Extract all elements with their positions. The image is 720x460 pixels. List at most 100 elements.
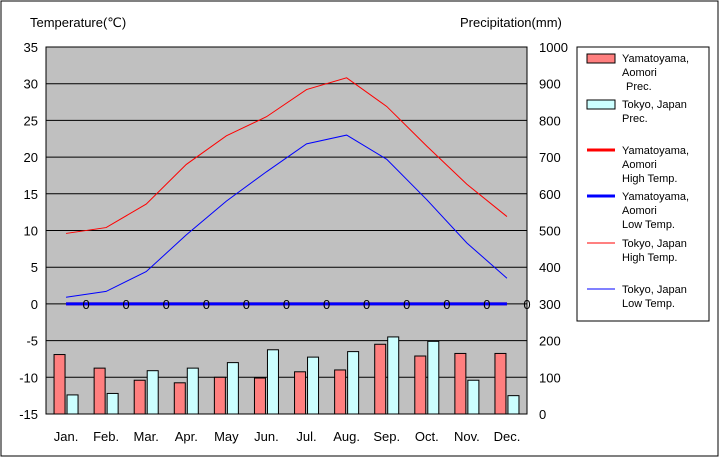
y-tick-right: 300 [539,297,561,312]
precip-bar [146,370,159,415]
x-tick: Feb. [93,429,119,444]
point-labels: 0 0 0 0 0 0 0 0 0 0 0 0 [82,297,530,312]
precip-bar [307,356,320,415]
y-tick-left: 35 [24,40,38,55]
y-tick-left: -5 [26,334,38,349]
y-tick-left: -10 [19,370,38,385]
legend-label: Tokyo, Japan [622,238,687,250]
legend-label: Aomori [622,205,657,217]
precip-bar [106,392,119,415]
legend-label: High Temp. [622,252,677,264]
precip-bar [294,371,307,415]
precip-bar [186,367,199,415]
point-label: 0 [163,297,170,312]
precip-bar [507,395,520,415]
precip-bar [387,336,400,415]
x-tick: Aug. [333,429,360,444]
x-tick: Nov. [454,429,480,444]
y-tick-left: -15 [19,407,38,422]
point-label: 0 [203,297,210,312]
y-tick-right: 200 [539,334,561,349]
precip-bar [53,354,66,415]
point-label: 0 [443,297,450,312]
precip-bar [213,376,226,415]
legend-label: Yamatoyama, [622,145,689,157]
left-axis-title: Temperature(℃) [30,15,126,30]
x-axis-ticks: Jan. Feb. Mar. Apr. May Jun. Jul. Aug. Sep. Oct. N… [54,429,521,444]
y-tick-left: 20 [24,150,38,165]
legend-label: Yamatoyama, [622,191,689,203]
point-label: 0 [363,297,370,312]
legend-label: Prec. [626,81,652,93]
legend-label: Low Temp. [622,298,675,310]
legend-swatch [586,99,616,110]
temp-line [65,77,508,234]
point-label: 0 [243,297,250,312]
temp-line [65,134,508,298]
y-tick-left: 15 [24,187,38,202]
point-label: 0 [323,297,330,312]
precip-bar [93,367,106,415]
x-tick: May [214,429,239,444]
legend-label: High Temp. [622,173,677,185]
x-tick: Mar. [134,429,159,444]
y-tick-left: 25 [24,113,38,128]
precip-bar [494,352,507,415]
y-tick-right: 600 [539,187,561,202]
point-label: 0 [82,297,89,312]
right-axis-title: Precipitation(mm) [460,15,562,30]
precip-bar [133,379,146,415]
point-label: 0 [403,297,410,312]
gridlines [46,83,527,378]
precip-bar [347,351,360,415]
legend-label: Tokyo, Japan [622,284,687,296]
precip-bar [226,362,239,415]
legend-box [576,46,710,322]
x-tick: Jun. [254,429,279,444]
left-axis-ticks: 35 30 25 20 15 10 5 0 -5 -10 -15 [19,40,38,422]
x-tick: Jul. [296,429,316,444]
y-tick-left: 0 [31,297,38,312]
y-tick-right: 700 [539,150,561,165]
x-tick: Dec. [494,429,521,444]
legend-label: Prec. [622,113,648,125]
legend: Yamatoyama, Aomori Prec. Tokyo, Japan Prec. Y… [586,53,689,310]
legend-label: Low Temp. [622,219,675,231]
y-tick-right: 100 [539,370,561,385]
precip-bar [253,377,266,415]
precipitation-bars [53,336,520,415]
precip-bar [66,394,79,415]
point-label: 0 [283,297,290,312]
point-label: 0 [523,297,530,312]
y-tick-right: 0 [539,407,546,422]
precip-bar [334,369,347,415]
temperature-lines [65,77,508,306]
y-tick-left: 10 [24,224,38,239]
legend-label: Tokyo, Japan [622,99,687,111]
x-tick: Apr. [175,429,198,444]
y-tick-right: 1000 [539,40,568,55]
point-label: 0 [483,297,490,312]
x-tick: Oct. [415,429,439,444]
y-tick-left: 5 [31,260,38,275]
y-tick-right: 500 [539,224,561,239]
legend-label: Yamatoyama, [622,53,689,65]
precip-bar [266,349,279,415]
precip-bar [414,355,427,415]
y-tick-right: 900 [539,77,561,92]
x-tick: Jan. [54,429,79,444]
y-tick-right: 800 [539,113,561,128]
x-tick: Sep. [373,429,400,444]
legend-label: Aomori [622,159,657,171]
precip-bar [454,352,467,415]
y-tick-right: 400 [539,260,561,275]
legend-swatch [586,53,616,64]
precip-bar [173,382,186,415]
legend-label: Aomori [622,67,657,79]
precip-bar [427,340,440,415]
precip-bar [467,379,480,415]
precip-bar [374,343,387,415]
point-label: 0 [123,297,130,312]
